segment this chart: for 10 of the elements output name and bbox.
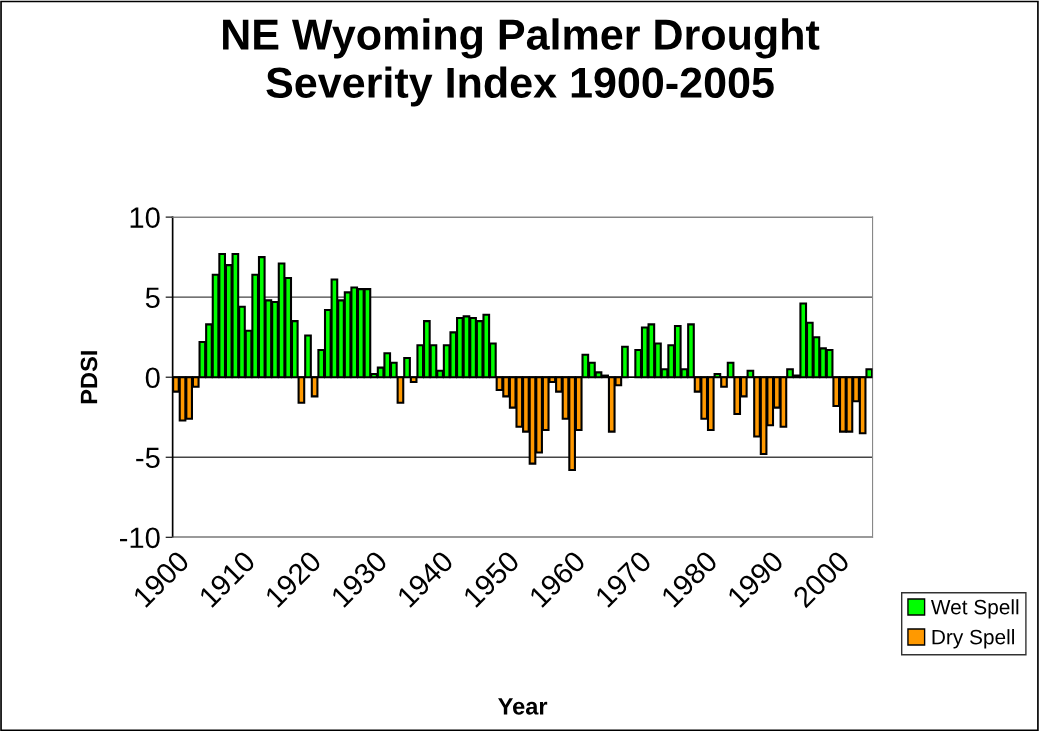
y-tick-label: 10 bbox=[130, 207, 160, 228]
y-tick-label: 5 bbox=[145, 287, 160, 309]
chart-title: NE Wyoming Palmer Drought Severity Index 1900-2005 bbox=[223, 18, 820, 107]
y-tick-label: -10 bbox=[119, 527, 160, 549]
y-tick-label: -5 bbox=[136, 447, 160, 469]
legend-label: Wet Spell bbox=[930, 599, 1019, 619]
y-tick-label: 0 bbox=[145, 367, 160, 389]
y-axis-title: PDSI bbox=[80, 351, 98, 404]
legend-label: Dry Spell bbox=[932, 629, 1014, 649]
x-axis-title: Year bbox=[498, 698, 548, 715]
